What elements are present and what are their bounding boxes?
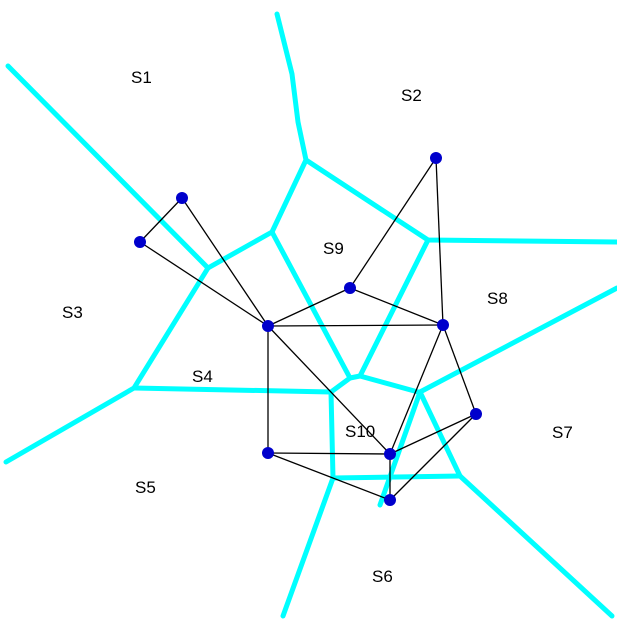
boundary-edge [274, 11, 309, 163]
graph-edge [389, 324, 444, 455]
graph-edge [435, 157, 444, 326]
graph-edge [442, 324, 477, 415]
site-point [262, 320, 274, 332]
region-label-s4: S4 [192, 367, 213, 386]
site-point [262, 447, 274, 459]
graph-edge [389, 413, 477, 455]
region-label-s8: S8 [487, 289, 508, 308]
graph-edge [349, 287, 444, 326]
graph-edge [181, 197, 269, 327]
boundary-edge [330, 473, 463, 481]
region-label-s1: S1 [131, 68, 152, 87]
boundary-edge [5, 63, 309, 271]
site-point [384, 494, 396, 506]
graph-edge [267, 452, 391, 501]
site-point [470, 408, 482, 420]
region-label-s3: S3 [62, 303, 83, 322]
boundary-edge [377, 389, 423, 508]
site-point [176, 192, 188, 204]
site-point [384, 448, 396, 460]
graph-edge [267, 287, 351, 327]
boundary-edge [131, 385, 334, 395]
graph-edge [389, 413, 477, 501]
region-label-s6: S6 [372, 567, 393, 586]
boundary-edge [303, 157, 617, 245]
boundary-edge [328, 373, 421, 395]
graph-edge [349, 157, 437, 289]
boundary-edge [3, 265, 211, 465]
boundary-edge [457, 473, 615, 619]
region-label-s9: S9 [323, 239, 344, 258]
site-point [437, 319, 449, 331]
boundary-edge [328, 389, 336, 481]
boundary-edge [269, 229, 353, 381]
graph-edges [139, 157, 477, 501]
graph-edge [267, 452, 391, 455]
site-point [134, 236, 146, 248]
site-point [344, 282, 356, 294]
boundary-edge [357, 237, 431, 379]
region-labels: S1 S2 S3 S4 S5 S6 S7 S8 S9 S10 [62, 68, 573, 586]
site-point [430, 152, 442, 164]
graph-edge [139, 241, 269, 327]
sites [134, 152, 482, 506]
graph-edge [267, 325, 391, 455]
boundary-edge [417, 285, 617, 479]
region-label-s2: S2 [401, 86, 422, 105]
boundary-edge [280, 475, 336, 619]
region-label-s7: S7 [552, 423, 573, 442]
graph-edge [267, 324, 444, 327]
region-label-s5: S5 [135, 478, 156, 497]
region-label-s10: S10 [345, 422, 375, 441]
graph-edge [139, 197, 183, 243]
voronoi-boundaries [3, 11, 617, 619]
